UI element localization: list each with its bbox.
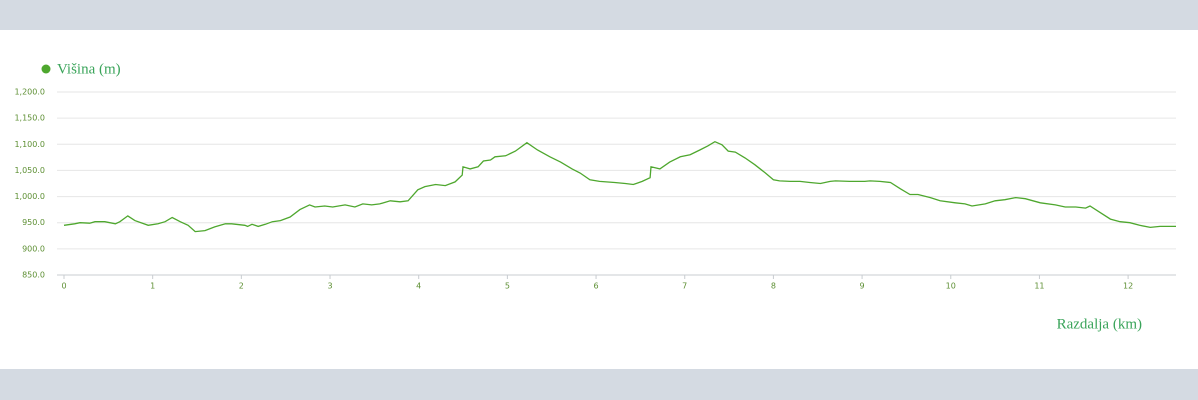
- x-tick-label: 1: [150, 282, 155, 291]
- x-axis-label: Razdalja (km): [1057, 316, 1142, 332]
- y-tick-label: 900.0: [22, 244, 45, 253]
- x-tick-label: 0: [61, 282, 66, 291]
- x-tick-label: 6: [594, 282, 599, 291]
- top-band: [0, 0, 1198, 30]
- y-tick-label: 1,100.0: [14, 140, 45, 149]
- elevation-line: [63, 140, 1176, 233]
- x-tick-label: 7: [682, 282, 687, 291]
- y-tick-label: 850.0: [22, 271, 45, 280]
- y-tick-label: 1,050.0: [14, 166, 45, 175]
- bottom-band: [0, 369, 1198, 400]
- legend-marker: [41, 64, 51, 74]
- y-tick-label: 1,200.0: [14, 88, 45, 97]
- y-tick-label: 1,150.0: [14, 114, 45, 123]
- x-tick-label: 3: [327, 282, 332, 291]
- x-tick-label: 5: [505, 282, 510, 291]
- y-tick-label: 950.0: [22, 218, 45, 227]
- y-tick-label: 1,000.0: [14, 192, 45, 201]
- x-tick-label: 10: [946, 282, 956, 291]
- x-tick-label: 9: [860, 282, 865, 291]
- x-tick-label: 4: [416, 282, 421, 291]
- x-tick-label: 11: [1034, 282, 1044, 291]
- x-tick-label: 8: [771, 282, 776, 291]
- x-tick-label: 12: [1123, 282, 1133, 291]
- legend-label: Višina (m): [57, 61, 121, 77]
- x-tick-label: 2: [239, 282, 244, 291]
